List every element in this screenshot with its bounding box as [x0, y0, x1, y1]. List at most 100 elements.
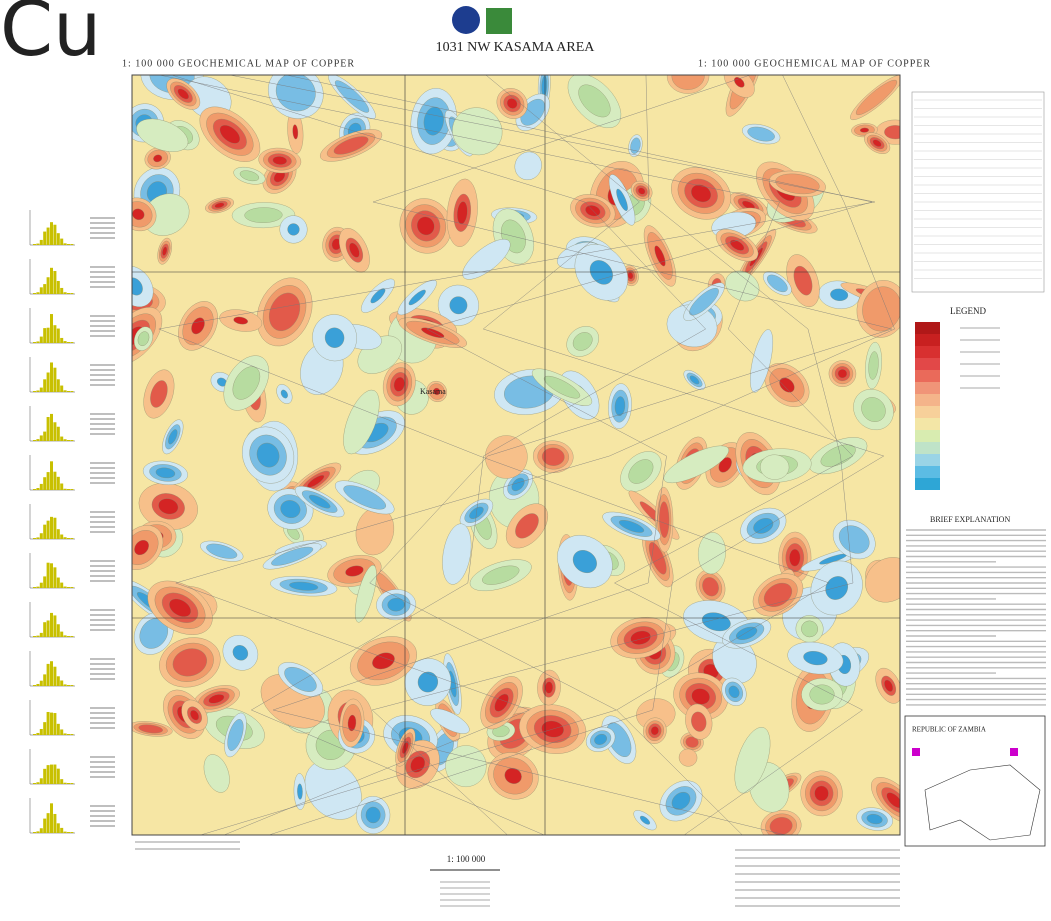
histogram-bar	[57, 823, 60, 833]
histogram-bar	[33, 587, 36, 588]
histogram-bar	[40, 828, 43, 833]
histogram-bar	[47, 373, 50, 392]
histogram-bar	[60, 583, 63, 588]
histogram-bar	[60, 828, 63, 833]
legend-swatch	[915, 406, 940, 418]
histogram-bar	[43, 622, 46, 637]
histogram-bar	[57, 233, 60, 245]
legend-swatch	[915, 370, 940, 382]
histogram-bar	[60, 338, 63, 343]
place-name: Kasama	[420, 387, 446, 396]
histogram-bar	[50, 461, 53, 490]
histogram-bar	[64, 832, 67, 833]
histogram-bar	[64, 341, 67, 343]
histogram-bar	[60, 535, 63, 539]
sheet-title: 1031 NW KASAMA AREA	[436, 40, 596, 55]
histogram-bar	[36, 733, 39, 735]
histogram-bar	[53, 615, 56, 637]
histogram-bar	[47, 765, 50, 784]
histogram-bar	[53, 271, 56, 294]
histogram-bar	[47, 277, 50, 294]
histogram-bar	[67, 538, 70, 539]
histogram-bar	[60, 779, 63, 784]
histogram-bar	[33, 734, 36, 735]
legend-swatch	[915, 358, 940, 370]
histogram-bar	[64, 684, 67, 686]
histogram-bar	[57, 379, 60, 392]
histogram-bar	[70, 440, 73, 441]
histogram-bar	[33, 538, 36, 539]
histogram-bar	[50, 803, 53, 833]
legend-swatch	[915, 442, 940, 454]
emblem	[486, 8, 512, 34]
histogram-bar	[67, 734, 70, 735]
histogram-bar	[33, 832, 36, 833]
legend-swatch	[915, 394, 940, 406]
map-area	[97, 47, 926, 844]
histogram-bar	[67, 342, 70, 343]
histogram-bar	[70, 342, 73, 343]
histogram-bar	[43, 525, 46, 539]
element-label: Cu	[0, 0, 101, 73]
histogram-bar	[53, 814, 56, 833]
legend-swatch	[915, 454, 940, 466]
histogram-bar	[47, 712, 50, 735]
histogram-bar	[36, 636, 39, 637]
histogram-bar	[64, 243, 67, 245]
histogram-bar	[70, 636, 73, 637]
histogram-bar	[53, 422, 56, 441]
explanation-title: BRIEF EXPLANATION	[930, 515, 1010, 524]
histogram-bar	[70, 391, 73, 392]
histogram-bar	[47, 417, 50, 441]
histogram-bar	[33, 391, 36, 392]
legend-swatch	[915, 346, 940, 358]
scale-label: 1: 100 000	[447, 854, 486, 864]
anomaly-zone	[884, 125, 906, 139]
histogram-bar	[36, 488, 39, 490]
legend-swatch	[915, 334, 940, 346]
histogram-bar	[53, 368, 56, 392]
map-caption: 1: 100 000 GEOCHEMICAL MAP OF COPPER	[122, 58, 355, 69]
histogram-bar	[33, 342, 36, 343]
histogram-bar	[47, 228, 50, 245]
histogram-bar	[60, 729, 63, 735]
histogram-bar	[47, 664, 50, 686]
histogram-bar	[57, 578, 60, 588]
histogram-bar	[64, 439, 67, 441]
histogram-bar	[33, 244, 36, 245]
histogram-bar	[47, 563, 50, 588]
histogram-bar	[53, 765, 56, 784]
histogram-bar	[43, 819, 46, 833]
histogram-bar	[43, 432, 46, 441]
histogram-bar	[57, 529, 60, 539]
histogram-bar	[40, 337, 43, 343]
histogram-bar	[33, 685, 36, 686]
histogram-bar	[47, 328, 50, 343]
anomaly-zone	[789, 549, 800, 566]
histogram-bar	[53, 667, 56, 686]
histogram-bar	[67, 832, 70, 833]
histogram-bar	[47, 813, 50, 833]
histogram-bar	[47, 521, 50, 539]
inset-title: REPUBLIC OF ZAMBIA	[912, 726, 986, 734]
histogram-bar	[53, 713, 56, 735]
histogram-bar	[60, 681, 63, 686]
histogram-bar	[70, 489, 73, 490]
histogram-bar	[50, 563, 53, 588]
histogram-bar	[36, 537, 39, 539]
logo	[452, 6, 480, 34]
legend-swatch	[915, 418, 940, 430]
histogram-bar	[60, 386, 63, 392]
histogram-bar	[67, 783, 70, 784]
legend-swatch	[915, 322, 940, 334]
histogram-bar	[57, 676, 60, 686]
histogram-bar	[36, 831, 39, 833]
histogram-bar	[67, 440, 70, 441]
histogram-bar	[67, 489, 70, 490]
histogram-bar	[53, 225, 56, 245]
side-panel: LEGEND BRIEF EXPLANATION REPUBLIC OF ZAM…	[905, 92, 1046, 846]
histogram-bar	[33, 293, 36, 294]
histogram-bar	[50, 713, 53, 735]
histogram-bar	[50, 613, 53, 637]
map-sheet: Cu 1031 NW KASAMA AREA 1: 100 000 GEOCHE…	[0, 0, 1051, 921]
